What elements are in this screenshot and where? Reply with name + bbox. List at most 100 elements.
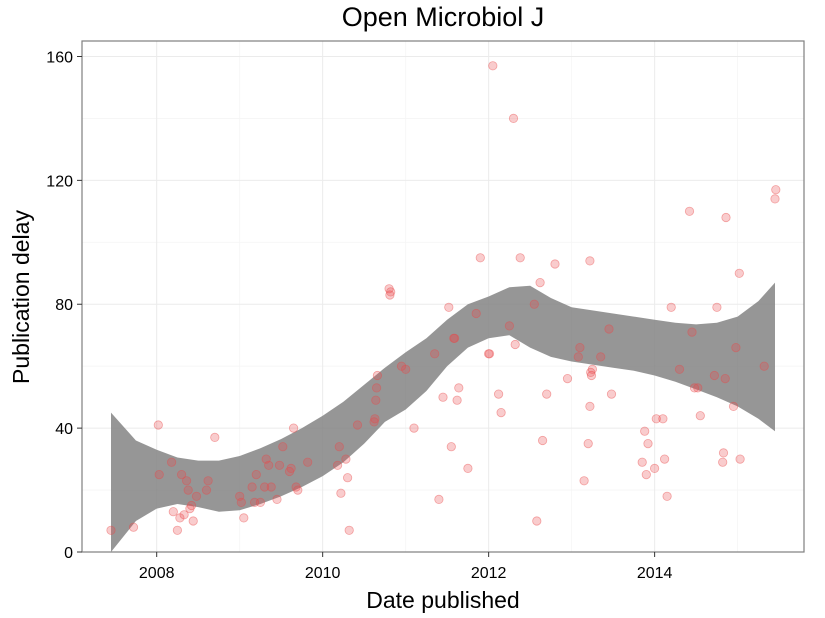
scatter-point	[344, 525, 354, 535]
scatter-point	[177, 469, 187, 480]
scatter-points-layer	[106, 61, 781, 535]
scatter-point	[532, 516, 542, 526]
scatter-point	[496, 407, 506, 418]
scatter-point	[562, 373, 573, 384]
scatter-point	[430, 349, 440, 359]
scatter-point	[167, 457, 177, 467]
scatter-point	[720, 373, 730, 384]
scatter-point	[583, 438, 593, 449]
scatter-point	[535, 277, 545, 288]
scatter-point	[649, 463, 660, 473]
scatter-point	[721, 212, 731, 223]
y-tick-label: 40	[55, 421, 73, 438]
scatter-point	[659, 454, 670, 464]
scatter-point	[185, 503, 195, 514]
scatter-point	[255, 497, 265, 507]
scatter-point	[542, 389, 552, 399]
panel-border	[81, 40, 805, 553]
scatter-point	[175, 513, 185, 523]
scatter-point	[508, 113, 519, 124]
scatter-point	[303, 457, 313, 467]
y-tick-label: 160	[46, 49, 73, 66]
scatter-point	[446, 442, 456, 452]
scatter-point	[251, 469, 261, 480]
y-axis-title: Publication delay	[8, 210, 34, 384]
scatter-point	[643, 438, 653, 449]
scatter-point	[515, 253, 525, 263]
scatter-point	[401, 364, 411, 374]
scatter-point	[371, 395, 381, 405]
scatter-point	[504, 321, 514, 331]
scatter-point	[640, 426, 650, 436]
scatter-point	[369, 417, 379, 427]
scatter-point	[266, 482, 276, 492]
scatter-point	[759, 361, 769, 371]
scatter-point	[735, 454, 745, 464]
smooth-confidence-band	[111, 282, 775, 552]
scatter-point	[336, 488, 346, 498]
scatter-point	[510, 339, 520, 350]
scatter-point	[770, 194, 780, 204]
x-tick-label: 2008	[139, 565, 175, 582]
scatter-point	[488, 61, 498, 71]
scatter-point	[264, 460, 274, 470]
scatter-point	[384, 284, 394, 294]
scatter-point	[235, 491, 245, 501]
y-axis-ticks: 0 40 80 120 160	[46, 49, 82, 562]
chart-title: Open Microbiol J	[342, 2, 545, 32]
y-tick-label: 80	[55, 297, 73, 314]
scatter-point	[454, 383, 464, 393]
scatter-point	[606, 389, 617, 399]
scatter-point	[291, 482, 301, 492]
scatter-point	[449, 333, 460, 343]
scatter-point	[687, 327, 697, 337]
scatter-point	[596, 352, 606, 362]
scatter-point	[371, 383, 382, 393]
scatter-point	[259, 482, 270, 492]
smooth-band-layer	[111, 282, 775, 552]
scatter-point	[186, 500, 197, 511]
x-tick-label: 2012	[471, 565, 507, 582]
scatter-point	[449, 333, 459, 343]
scatter-point	[674, 364, 685, 374]
scatter-point	[641, 469, 651, 480]
scatter-point	[529, 299, 539, 309]
scatter-point	[484, 349, 495, 359]
scatter-point	[684, 206, 695, 216]
scatter-point	[452, 395, 462, 405]
scatter-point	[728, 401, 739, 411]
scatter-point	[434, 494, 444, 504]
scatter-point	[718, 448, 729, 458]
scatter-point	[153, 420, 163, 430]
scatter-point	[471, 308, 481, 319]
scatter-point	[771, 185, 781, 195]
scatter-point	[666, 302, 676, 312]
scatter-point	[210, 432, 220, 442]
scatter-point	[396, 361, 407, 371]
scatter-point	[731, 342, 741, 353]
scatter-point	[179, 510, 189, 520]
x-tick-label: 2010	[305, 565, 341, 582]
x-axis-ticks: 2008 2010 2012 2014	[139, 552, 673, 582]
scatter-point	[444, 302, 454, 312]
scatter-point	[689, 383, 700, 393]
scatter-point	[154, 469, 164, 480]
scatter-point	[537, 435, 548, 446]
scatter-point	[475, 253, 485, 263]
scatter-point	[203, 476, 213, 486]
scatter-point	[172, 525, 182, 535]
scatter-point	[662, 491, 672, 501]
scatter-point	[586, 370, 597, 381]
y-tick-label: 120	[46, 173, 73, 190]
scatter-point	[334, 442, 344, 452]
scatter-point	[604, 324, 614, 334]
scatter-point	[342, 473, 353, 483]
scatter-point	[274, 460, 285, 470]
scatter-point	[370, 414, 380, 424]
scatter-point	[712, 302, 722, 312]
scatter-point	[695, 411, 705, 421]
scatter-point	[651, 414, 661, 424]
scatter-point	[106, 525, 116, 535]
scatter-point	[341, 454, 351, 464]
scatter-point	[550, 259, 560, 269]
